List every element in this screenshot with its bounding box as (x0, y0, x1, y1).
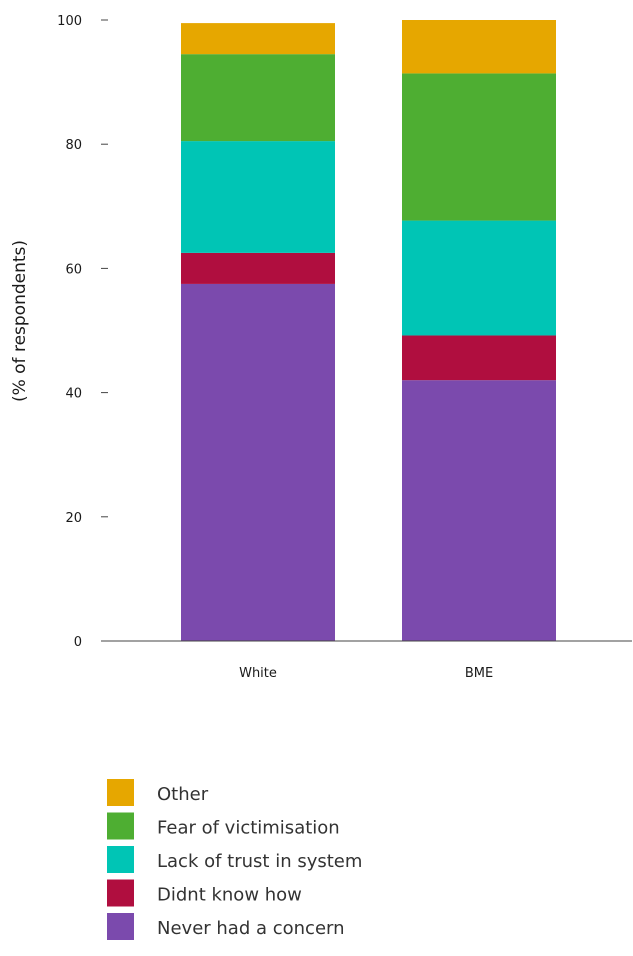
legend-label: Didnt know how (157, 885, 302, 906)
axes-group: 0 20 40 60 80 100 White BME (57, 14, 632, 681)
legend-swatch (107, 879, 134, 907)
y-tick-label: 80 (65, 138, 82, 153)
y-tick-label: 100 (57, 14, 82, 29)
bar-segment-white-never-had-a-concern (181, 283, 335, 641)
bar-segment-bme-never-had-a-concern (402, 380, 556, 641)
legend-item: Lack of trust in system (107, 846, 362, 873)
legend-item: Fear of victimisation (107, 812, 340, 840)
legend-label: Fear of victimisation (157, 818, 340, 839)
bar-segment-bme-fear-of-victimisation (402, 73, 556, 221)
bar-segment-bme-lack-of-trust-in-system (402, 220, 556, 336)
x-tick-label: White (239, 666, 277, 681)
legend-item: Other (107, 779, 209, 806)
legend-label: Other (157, 784, 209, 805)
bars-group (181, 20, 556, 641)
legend: Other Fear of victimisation Lack of trust … (107, 779, 362, 940)
legend-swatch (107, 779, 134, 806)
y-tick-label: 20 (65, 511, 82, 526)
y-tick-label: 0 (74, 635, 82, 650)
legend-swatch (107, 812, 134, 840)
y-tick-label: 60 (65, 262, 82, 277)
legend-item: Didnt know how (107, 879, 302, 907)
legend-label: Lack of trust in system (157, 851, 362, 872)
bar-segment-white-didnt-know-how (181, 252, 335, 284)
y-tick-label: 40 (65, 387, 82, 402)
bar-segment-bme-other (402, 20, 556, 74)
y-axis-label: (% of respondents) (10, 240, 30, 402)
legend-label: Never had a concern (157, 918, 345, 939)
legend-swatch (107, 846, 134, 873)
bar-segment-white-other (181, 23, 335, 55)
bar-segment-white-lack-of-trust-in-system (181, 141, 335, 253)
bar-segment-bme-didnt-know-how (402, 335, 556, 381)
legend-swatch (107, 913, 134, 940)
x-tick-label: BME (465, 666, 493, 681)
bar-segment-white-fear-of-victimisation (181, 54, 335, 142)
legend-item: Never had a concern (107, 913, 345, 940)
